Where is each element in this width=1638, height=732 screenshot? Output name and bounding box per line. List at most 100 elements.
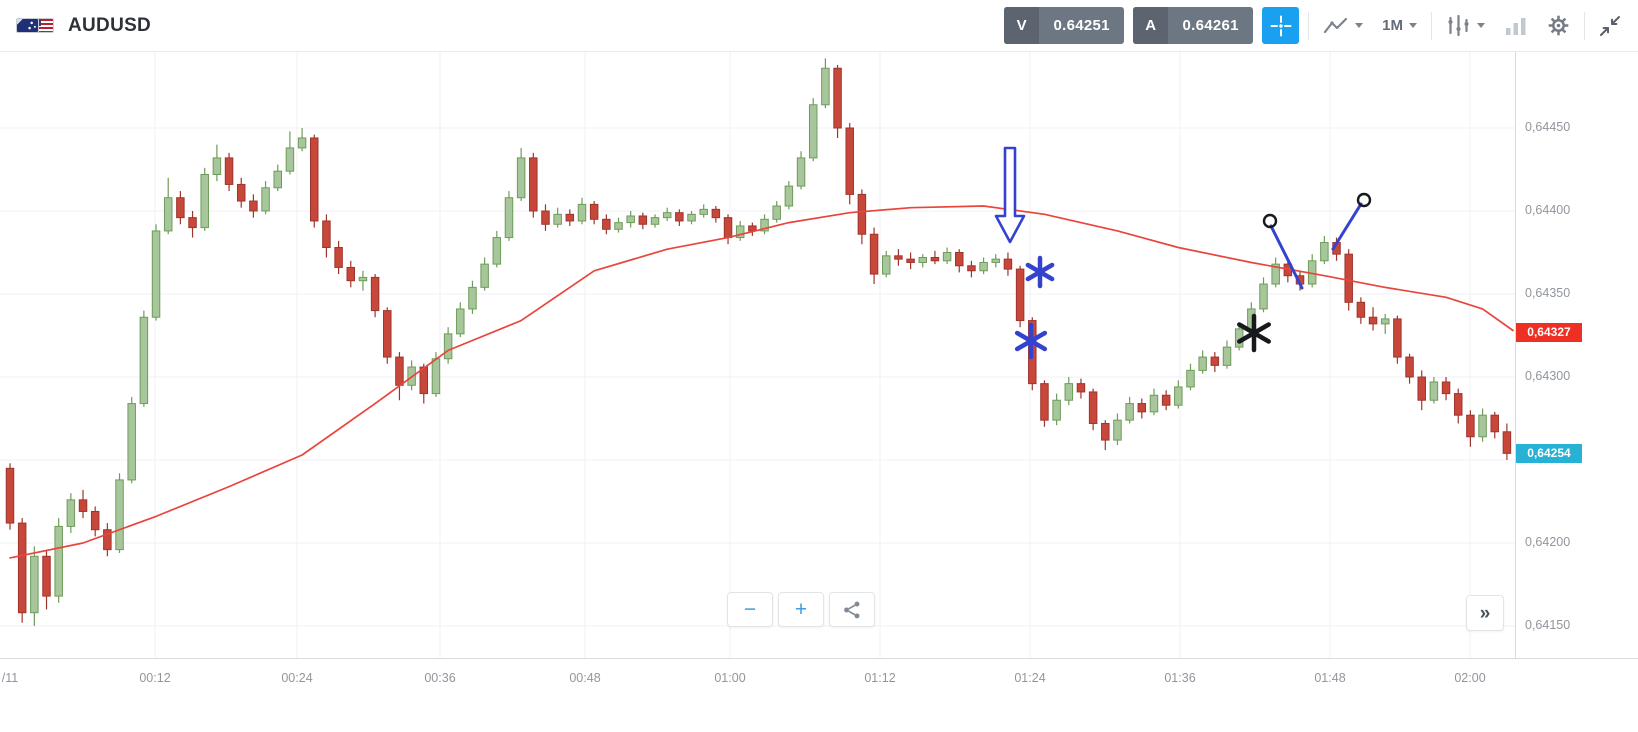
chart-type-dropdown[interactable] — [1318, 12, 1368, 40]
candle-body — [1321, 243, 1329, 261]
collapse-chart-button[interactable] — [1594, 11, 1626, 41]
candle-body — [286, 148, 294, 171]
candle-body — [250, 201, 258, 211]
candle-body — [651, 218, 659, 225]
candle-body — [676, 213, 684, 221]
candle-body — [6, 468, 14, 523]
candle-body — [298, 138, 306, 148]
expand-panel-button[interactable]: » — [1466, 595, 1504, 631]
candle-body — [274, 171, 282, 188]
candle-body — [152, 231, 160, 317]
price-axis-label: 0,64300 — [1525, 369, 1570, 383]
candle-body — [323, 221, 331, 248]
candle-body — [18, 523, 26, 613]
candle-body — [1138, 404, 1146, 412]
buy-button[interactable]: A 0.64261 — [1133, 7, 1253, 44]
candle-body — [1211, 357, 1219, 365]
candle-body — [335, 248, 343, 268]
candle-body — [773, 206, 781, 219]
candle-body — [43, 556, 51, 596]
candle-body — [590, 204, 598, 219]
candle-body — [493, 238, 501, 265]
zoom-in-button[interactable]: + — [778, 592, 824, 627]
candle-body — [578, 204, 586, 221]
candle-body — [968, 266, 976, 271]
candle-body — [1381, 319, 1389, 324]
candle-body — [469, 287, 477, 309]
candle-body — [517, 158, 525, 198]
time-axis-label: 00:48 — [555, 671, 615, 685]
candle-body — [688, 214, 696, 221]
share-button[interactable] — [829, 592, 875, 627]
toolbar-divider — [1584, 12, 1585, 40]
buy-price: 0.64261 — [1168, 7, 1253, 44]
candle-body — [432, 359, 440, 394]
candle-body — [237, 184, 245, 201]
candle-body — [1418, 377, 1426, 400]
timeframe-dropdown[interactable]: 1M — [1377, 13, 1422, 38]
timeframe-label: 1M — [1382, 17, 1403, 34]
indicators-dropdown[interactable] — [1441, 11, 1490, 40]
candle-body — [128, 404, 136, 480]
down-arrow-annotation[interactable] — [996, 148, 1024, 242]
candle-body — [785, 186, 793, 206]
asterisk-annotation[interactable] — [1239, 316, 1268, 350]
trendline-handle[interactable] — [1358, 194, 1370, 206]
crosshair-tool-button[interactable] — [1262, 7, 1299, 44]
candle-body — [1260, 284, 1268, 309]
candle-body — [213, 158, 221, 175]
minus-icon: − — [744, 599, 756, 620]
chart-zoom-controls: − + — [727, 592, 875, 627]
candle-body — [481, 264, 489, 287]
candle-body — [992, 259, 1000, 262]
toolbar-divider — [1308, 12, 1309, 40]
sell-button[interactable]: V 0.64251 — [1004, 7, 1124, 44]
time-axis-label: 01:24 — [1000, 671, 1060, 685]
candle-body — [1126, 404, 1134, 421]
candle-body — [554, 214, 562, 224]
share-icon — [842, 600, 862, 620]
indicators-icon — [1446, 15, 1471, 36]
plus-icon: + — [795, 599, 807, 620]
currency-pair-flags-icon — [16, 14, 56, 38]
candle-body — [822, 68, 830, 105]
candle-body — [858, 194, 866, 234]
crosshair-icon — [1270, 15, 1292, 37]
candle-body — [1016, 269, 1024, 320]
candle-body — [1406, 357, 1414, 377]
time-axis-label: 01:36 — [1150, 671, 1210, 685]
candlestick-chart[interactable] — [0, 52, 1515, 658]
candle-body — [1089, 392, 1097, 424]
candle-body — [444, 334, 452, 359]
asterisk-annotation[interactable] — [1017, 325, 1045, 357]
time-axis-label: 01:12 — [850, 671, 910, 685]
candle-body — [834, 68, 842, 128]
candle-body — [116, 480, 124, 550]
candle-body — [1077, 384, 1085, 392]
price-axis-label: 0,64350 — [1525, 286, 1570, 300]
ma-price-badge: 0,64327 — [1516, 323, 1582, 342]
candle-body — [870, 234, 878, 274]
candle-body — [1004, 259, 1012, 269]
asterisk-annotation[interactable] — [1028, 258, 1052, 286]
double-chevron-right-icon: » — [1480, 604, 1491, 623]
candle-body — [943, 253, 951, 261]
candle-body — [919, 257, 927, 262]
candle-body — [1187, 370, 1195, 387]
candle-body — [1479, 415, 1487, 437]
candle-body — [225, 158, 233, 185]
line-chart-icon — [1323, 16, 1349, 36]
analysis-button[interactable] — [1499, 12, 1533, 40]
current-price-badge: 0,64254 — [1516, 444, 1582, 463]
candle-body — [396, 357, 404, 385]
candle-body — [189, 218, 197, 228]
candle-body — [262, 188, 270, 211]
zoom-out-button[interactable]: − — [727, 592, 773, 627]
candle-body — [67, 500, 75, 527]
candle-body — [1467, 415, 1475, 437]
chevron-down-icon — [1409, 23, 1417, 28]
settings-button[interactable] — [1542, 10, 1575, 41]
